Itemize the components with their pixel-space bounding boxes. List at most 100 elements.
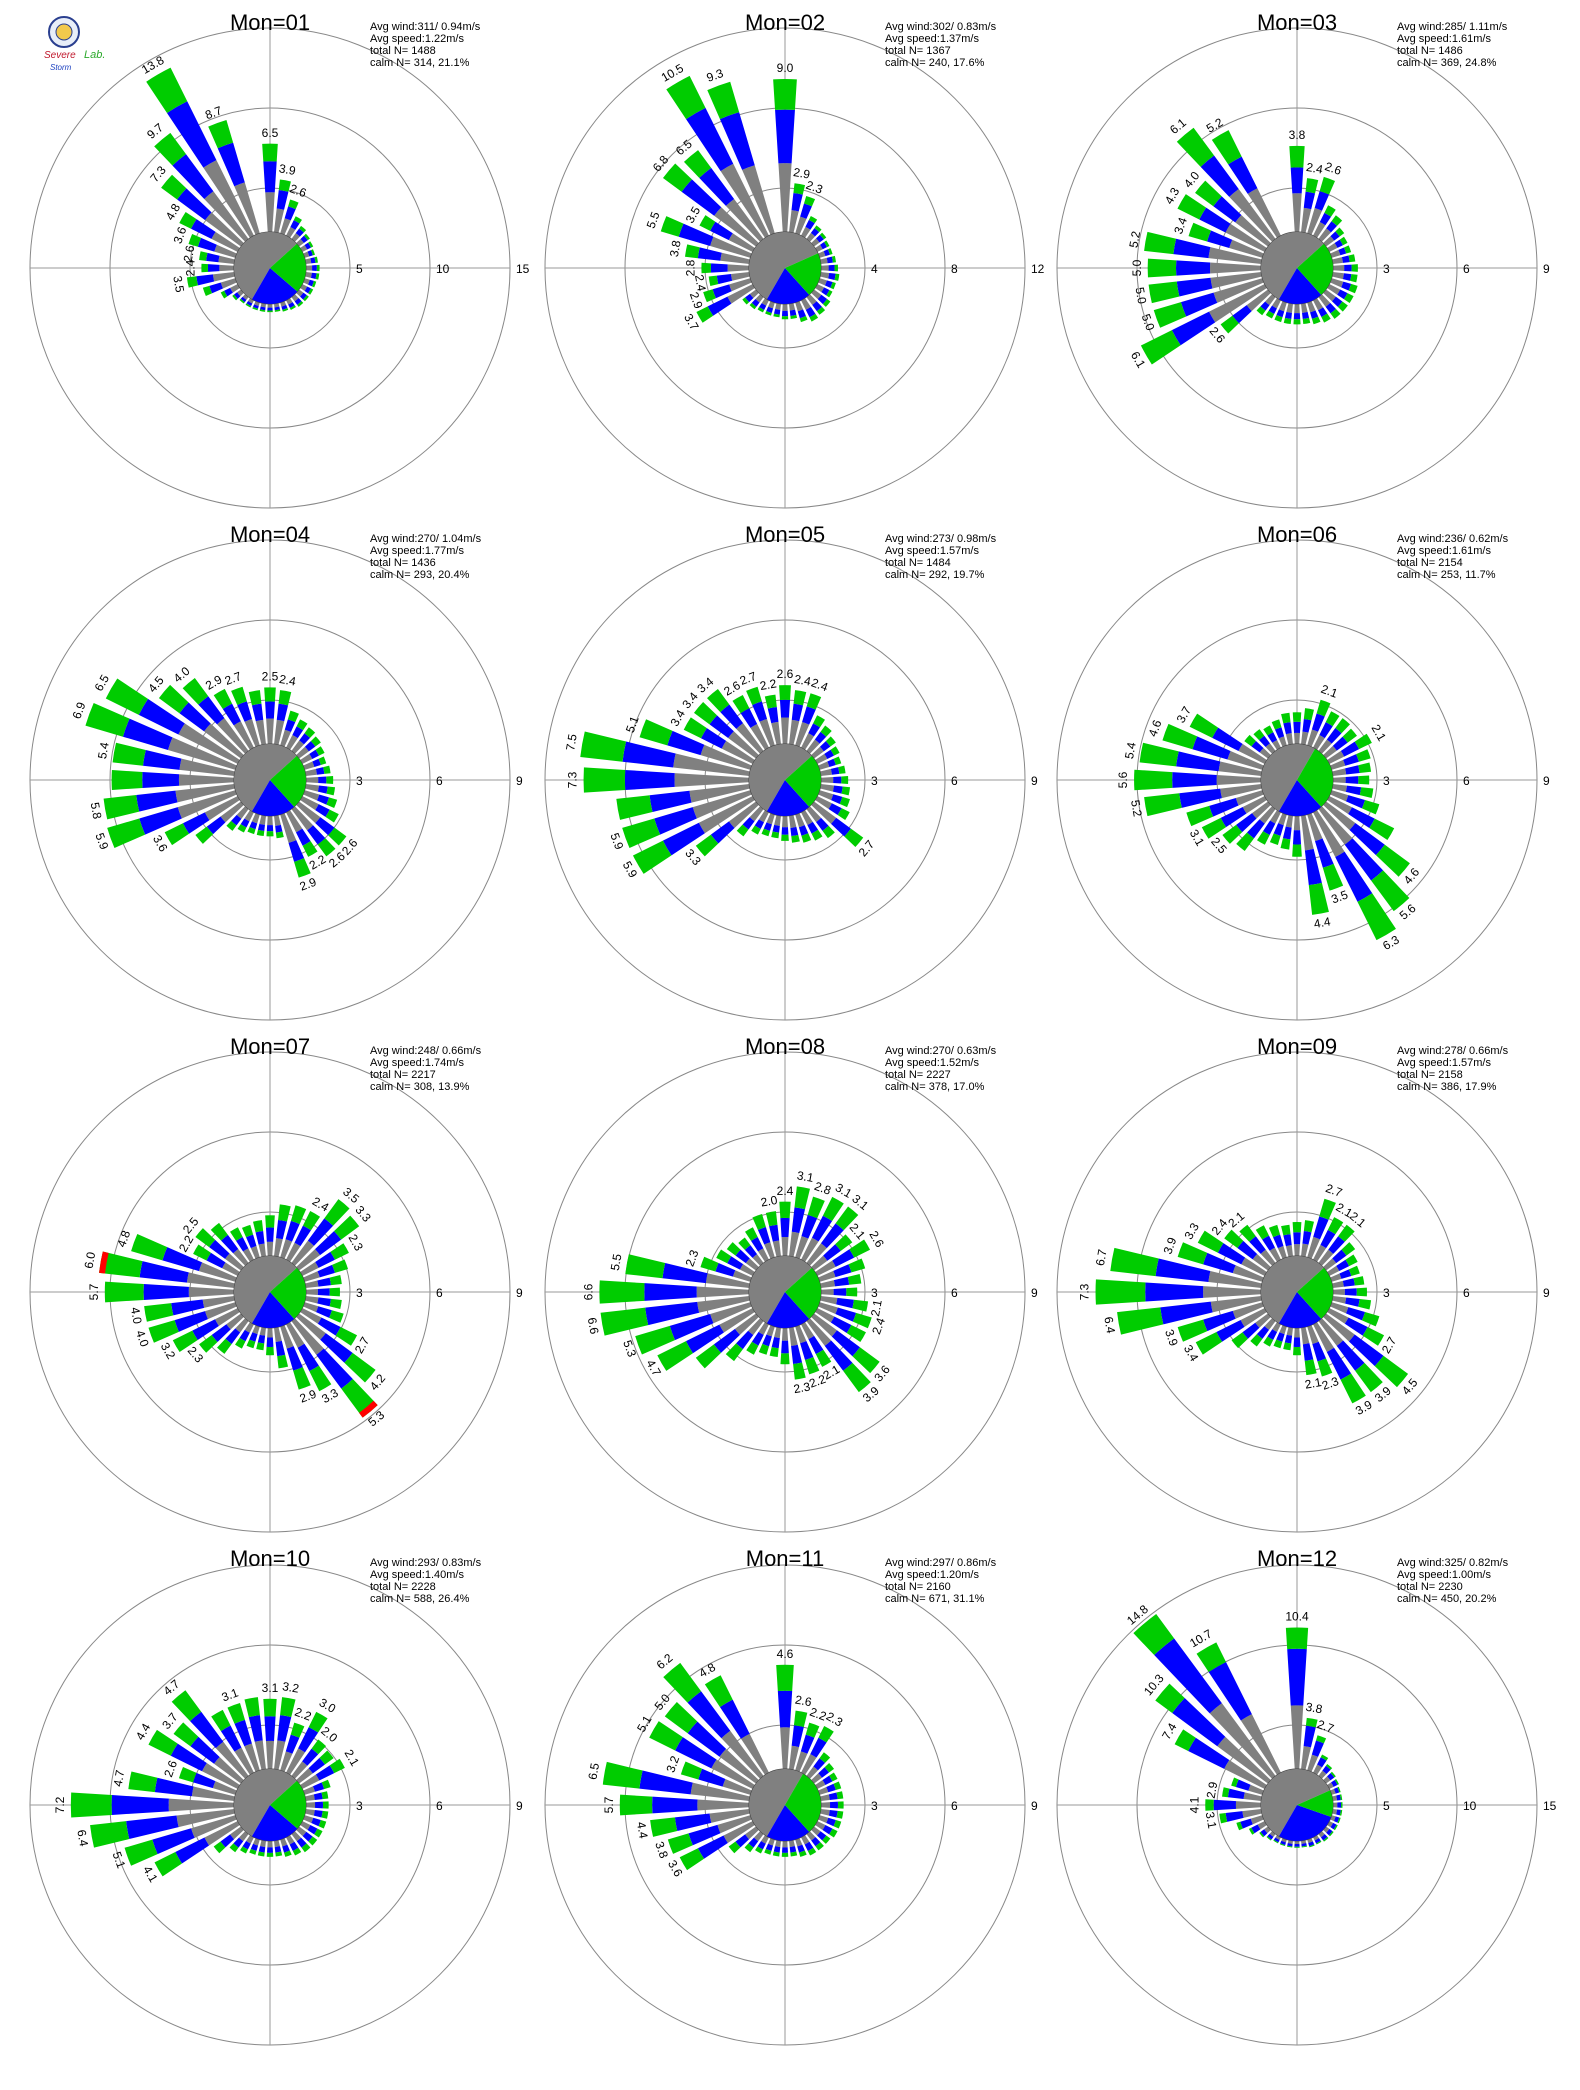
rose-bar-segment-mid bbox=[297, 301, 304, 307]
rose-bar-segment-calm bbox=[168, 1798, 235, 1812]
rose-bar-segment-low bbox=[819, 741, 831, 752]
rose-bar-segment-mid bbox=[1195, 180, 1222, 207]
rose-bar-segment-calm bbox=[801, 226, 811, 239]
bar-value-label: 3.5 bbox=[340, 1185, 362, 1207]
rose-bar-segment-mid bbox=[639, 719, 673, 746]
rose-bar-segment-calm bbox=[749, 289, 759, 299]
rose-bar-segment-low bbox=[688, 1824, 721, 1846]
rose-bar-segment-mid bbox=[833, 1781, 842, 1791]
rose-bar-segment-calm bbox=[729, 278, 753, 292]
rose-bar-segment-low bbox=[1331, 296, 1343, 307]
rose-bar-segment-low bbox=[294, 1225, 311, 1247]
rose-bar-segment-low bbox=[823, 249, 830, 257]
rose-bar-segment-mid bbox=[1350, 274, 1358, 283]
rose-bar-segment-low bbox=[1284, 311, 1292, 319]
rose-bar-segment-low bbox=[263, 161, 277, 193]
rose-bar-segment-mid bbox=[1236, 1821, 1243, 1831]
rose-bar-segment-low bbox=[1273, 1837, 1280, 1843]
rose-bar-segment-low bbox=[830, 1316, 852, 1333]
rose-bar-segment-low bbox=[686, 107, 734, 172]
rose-bar-segment-calm bbox=[274, 719, 285, 746]
rose-bar-segment-calm bbox=[1331, 272, 1344, 280]
stats-line: Avg wind:325/ 0.82m/s bbox=[1397, 1557, 1509, 1569]
rose-bar-segment-calm bbox=[1313, 222, 1326, 239]
rose-bar-segment-low bbox=[769, 1224, 780, 1242]
rose-bar-segment-low bbox=[302, 1831, 313, 1842]
rose-bar-segment-mid bbox=[732, 694, 750, 714]
rose-bar-segment-calm bbox=[1301, 1243, 1309, 1258]
rose-bar-segment-mid bbox=[707, 688, 730, 713]
bar-value-label: 2.5 bbox=[262, 670, 279, 684]
rose-bar-segment-calm bbox=[814, 1780, 826, 1789]
rose-bar-segment-low bbox=[791, 1344, 803, 1365]
rose-bar-segment-calm bbox=[1313, 809, 1345, 858]
rose-bar-segment-calm bbox=[212, 272, 236, 282]
rose-bar-segment-low bbox=[315, 804, 330, 817]
calm-slice-calm bbox=[749, 1769, 803, 1837]
rose-bar-segment-mid bbox=[1359, 787, 1374, 799]
stats-line: calm N= 292, 19.7% bbox=[885, 569, 985, 581]
bar-value-label: 2.9 bbox=[1204, 1780, 1221, 1799]
rose-bar-segment-calm bbox=[1313, 734, 1325, 751]
rose-bar-segment-calm bbox=[1332, 265, 1345, 271]
rose-bar-segment-low bbox=[797, 1844, 805, 1853]
stats-line: Avg wind:270/ 0.63m/s bbox=[885, 1045, 997, 1057]
rose-bar-segment-mid bbox=[1321, 313, 1331, 323]
rose-bar-segment-calm bbox=[305, 265, 313, 271]
rose-bar-segment-mid bbox=[1339, 1809, 1343, 1816]
bar-value-label: 3.1 bbox=[262, 1681, 279, 1695]
stats-line: Avg speed:1.22m/s bbox=[370, 33, 464, 45]
rose-bar-segment-mid bbox=[1325, 711, 1340, 727]
rose-bar-segment-calm bbox=[291, 233, 300, 242]
rose-bar-segment-calm bbox=[1269, 1247, 1281, 1263]
rose-bar-segment-mid bbox=[1317, 1358, 1333, 1377]
rose-bar-segment-calm bbox=[296, 801, 321, 824]
rose-bar-segment-mid bbox=[758, 1343, 770, 1355]
stats-line: total N= 2158 bbox=[1397, 1069, 1463, 1081]
logo-text-storm: Storm bbox=[50, 63, 72, 72]
rose-bar-segment-mid bbox=[846, 1324, 866, 1343]
rose-bar-segment-calm bbox=[698, 796, 756, 834]
rose-bar-segment-calm bbox=[1209, 1703, 1276, 1779]
rose-bar-segment-low bbox=[1337, 1802, 1342, 1808]
rose-bar-segment-low bbox=[678, 223, 714, 246]
rose-bar-segment-calm bbox=[286, 1748, 305, 1776]
rose-bar-segment-low bbox=[1208, 1661, 1252, 1721]
rose-bar-segment-mid bbox=[779, 685, 791, 700]
rose-bar-segment-calm bbox=[761, 1834, 769, 1844]
rose-bar-segment-mid bbox=[726, 1242, 741, 1256]
rose-bar-segment-mid bbox=[757, 307, 765, 313]
rose-bar-segment-mid bbox=[837, 1801, 844, 1809]
rose-bar-segment-calm bbox=[1242, 796, 1268, 814]
bar-value-label: 2.3 bbox=[345, 1232, 366, 1254]
rose-bar-segment-low bbox=[752, 701, 768, 722]
rose-bar-segment-mid bbox=[649, 1721, 683, 1751]
rose-bar-segment-mid bbox=[210, 1222, 228, 1241]
rose-bar-segment-calm bbox=[795, 721, 810, 748]
rose-bar-segment-mid bbox=[326, 786, 336, 796]
rose-bar-segment-mid bbox=[329, 1287, 341, 1297]
rose-bar-segment-mid bbox=[1186, 805, 1214, 827]
bar-value-label: 2.9 bbox=[203, 672, 225, 693]
rose-bar-segment-low bbox=[1293, 313, 1301, 320]
rose-bar-segment-mid bbox=[292, 1847, 302, 1856]
rose-bar-segment-mid bbox=[780, 1353, 790, 1365]
bar-value-label: 3.5 bbox=[170, 275, 187, 294]
rose-bar-segment-mid bbox=[244, 1697, 260, 1718]
rose-bar-segment-mid bbox=[1220, 315, 1239, 334]
rose-bar-segment-calm bbox=[244, 1743, 260, 1773]
wind-rose-panel: 3 6 92.4 3.53.32.32.74.25.33.32.92.33.24.04… bbox=[29, 1034, 523, 1533]
rose-bar-segment-calm bbox=[820, 1288, 834, 1296]
rose-bar-segment-low bbox=[190, 1711, 224, 1749]
rose-bar-segment-low bbox=[1267, 1833, 1274, 1840]
rose-bar-segment-low bbox=[142, 749, 182, 770]
rose-bar-segment-low bbox=[139, 1261, 189, 1283]
rose-bar-segment-mid bbox=[679, 1848, 705, 1871]
rose-bar-segment-mid bbox=[1338, 1224, 1355, 1242]
rose-bar-segment-calm bbox=[795, 812, 805, 828]
rose-bar-segment-calm bbox=[697, 1296, 751, 1313]
rose-bar-segment-mid bbox=[736, 824, 749, 837]
rose-bar-segment-mid bbox=[329, 1275, 342, 1286]
rose-bar-segment-calm bbox=[728, 731, 759, 759]
bar-value-label: 6.8 bbox=[650, 152, 672, 174]
